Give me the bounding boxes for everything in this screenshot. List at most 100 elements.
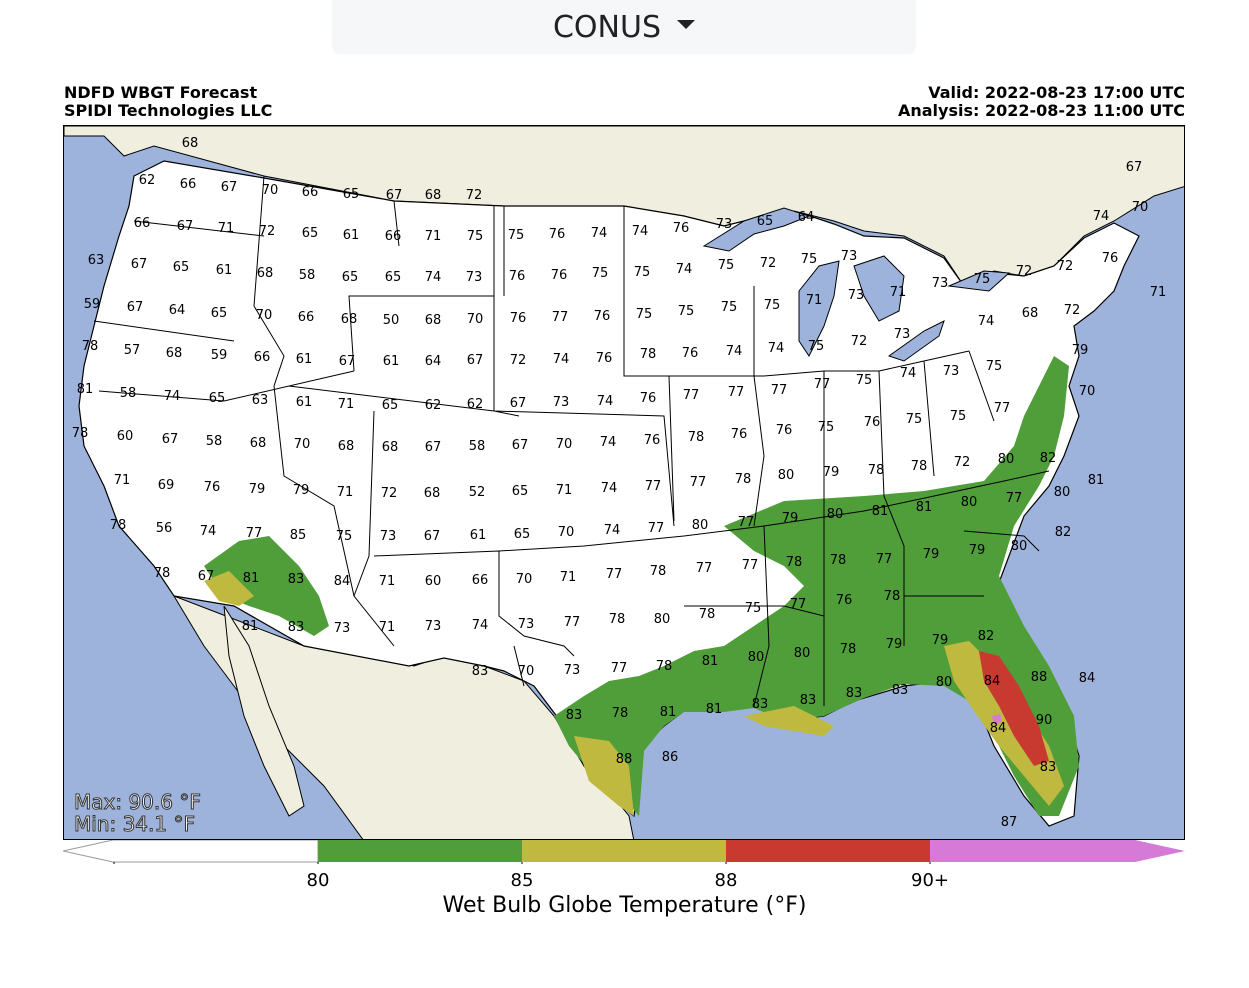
wbgt-value-label: 68 [257, 266, 274, 281]
wbgt-value-label: 73 [425, 619, 442, 634]
wbgt-value-label: 77 [994, 401, 1011, 416]
wbgt-value-label: 68 [182, 136, 199, 151]
wbgt-value-label: 74 [597, 394, 614, 409]
region-dropdown-label: CONUS [552, 9, 661, 45]
wbgt-value-label: 78 [72, 426, 89, 441]
wbgt-value-label: 65 [757, 214, 774, 229]
wbgt-value-label: 77 [611, 661, 628, 676]
wbgt-value-label: 77 [771, 383, 788, 398]
wbgt-value-label: 68 [341, 312, 358, 327]
wbgt-value-label: 75 [467, 229, 484, 244]
wbgt-value-label: 74 [726, 344, 743, 359]
wbgt-value-label: 68 [424, 486, 441, 501]
wbgt-value-label: 71 [425, 229, 442, 244]
wbgt-value-label: 80 [998, 452, 1015, 467]
wbgt-value-label: 74 [600, 435, 617, 450]
wbgt-value-label: 74 [472, 618, 489, 633]
min-value: Min: 34.1 °F [74, 812, 196, 836]
wbgt-value-label: 67 [177, 219, 194, 234]
wbgt-value-label: 67 [510, 396, 527, 411]
wbgt-value-label: 81 [77, 382, 94, 397]
wbgt-value-label: 79 [886, 637, 903, 652]
wbgt-value-label: 77 [690, 475, 707, 490]
wbgt-value-label: 75 [808, 339, 825, 354]
wbgt-value-label: 82 [1040, 451, 1057, 466]
map-org: SPIDI Technologies LLC [64, 101, 273, 120]
wbgt-value-label: 71 [379, 620, 396, 635]
wbgt-value-label: 65 [512, 484, 529, 499]
colorbar-below [63, 840, 319, 863]
wbgt-value-label: 78 [699, 607, 716, 622]
wbgt-value-label: 81 [660, 705, 677, 720]
wbgt-map: 68 62 66 67 70 66 65 67 68 72 66 67 71 72 65 61 66 71 75 75… [63, 125, 1185, 840]
wbgt-value-label: 77 [742, 558, 759, 573]
wbgt-value-label: 74 [553, 352, 570, 367]
wbgt-value-label: 88 [616, 752, 633, 767]
wbgt-value-label: 77 [246, 526, 263, 541]
wbgt-value-label: 70 [294, 437, 311, 452]
wbgt-value-label: 73 [894, 327, 911, 342]
wbgt-field [204, 356, 1079, 816]
wbgt-value-label: 73 [932, 276, 949, 291]
lake-huron [853, 255, 905, 322]
wbgt-value-label: 65 [302, 226, 319, 241]
wbgt-value-label: 76 [864, 415, 881, 430]
wbgt-value-label: 71 [338, 397, 355, 412]
colorbar-80-85 [318, 840, 522, 862]
region-dropdown[interactable]: CONUS [332, 0, 916, 54]
wbgt-value-label: 80 [654, 612, 671, 627]
wbgt-value-label: 87 [1001, 815, 1018, 830]
wbgt-value-label: 71 [560, 570, 577, 585]
wbgt-value-label: 63 [88, 253, 105, 268]
wbgt-value-label: 67 [127, 300, 144, 315]
wbgt-value-label: 67 [131, 257, 148, 272]
wbgt-value-label: 72 [259, 224, 276, 239]
wbgt-value-label: 72 [1064, 303, 1081, 318]
wbgt-value-label: 75 [906, 412, 923, 427]
wbgt-value-label: 70 [558, 525, 575, 540]
wbgt-value-label: 73 [466, 270, 483, 285]
wbgt-value-label: 67 [339, 354, 356, 369]
wbgt-value-label: 88 [1031, 670, 1048, 685]
wbgt-value-label: 83 [846, 686, 863, 701]
wbgt-value-label: 76 [1102, 251, 1119, 266]
wbgt-value-label: 75 [764, 298, 781, 313]
wbgt-value-label: 77 [790, 597, 807, 612]
wbgt-value-label: 82 [978, 629, 995, 644]
wbgt-90plus-spot [992, 714, 1002, 724]
wbgt-value-label: 59 [84, 297, 101, 312]
wbgt-value-label: 74 [604, 523, 621, 538]
wbgt-value-label: 66 [134, 216, 151, 231]
wbgt-value-label: 65 [342, 270, 359, 285]
wbgt-value-label: 84 [1079, 671, 1096, 686]
wbgt-value-label: 70 [262, 183, 279, 198]
wbgt-value-label: 72 [381, 486, 398, 501]
map-header-right: Valid: 2022-08-23 17:00 UTC Analysis: 20… [898, 84, 1185, 120]
wbgt-value-label: 76 [510, 311, 527, 326]
wbgt-value-label: 70 [516, 572, 533, 587]
wbgt-value-label: 83 [800, 693, 817, 708]
wbgt-value-label: 75 [818, 420, 835, 435]
wbgt-value-label: 74 [591, 226, 608, 241]
wbgt-value-label: 61 [296, 395, 313, 410]
wbgt-value-label: 75 [986, 359, 1003, 374]
wbgt-value-label: 83 [1040, 760, 1057, 775]
wbgt-value-label: 83 [752, 697, 769, 712]
wbgt-value-label: 78 [884, 589, 901, 604]
wbgt-value-label: 76 [596, 351, 613, 366]
wbgt-value-label: 72 [510, 353, 527, 368]
wbgt-value-label: 80 [827, 507, 844, 522]
wbgt-value-label: 76 [594, 309, 611, 324]
lake-erie [887, 320, 945, 362]
wbgt-value-label: 65 [173, 260, 190, 275]
wbgt-value-label: 74 [900, 366, 917, 381]
wbgt-value-label: 64 [425, 354, 442, 369]
wbgt-85-88-texas [574, 736, 634, 816]
wbgt-value-label: 84 [990, 721, 1007, 736]
wbgt-value-label: 77 [645, 479, 662, 494]
tick-85: 85 [510, 870, 534, 891]
wbgt-value-label: 79 [932, 633, 949, 648]
wbgt-value-label: 80 [748, 650, 765, 665]
wbgt-value-label: 75 [974, 272, 991, 287]
wbgt-value-label: 77 [696, 561, 713, 576]
